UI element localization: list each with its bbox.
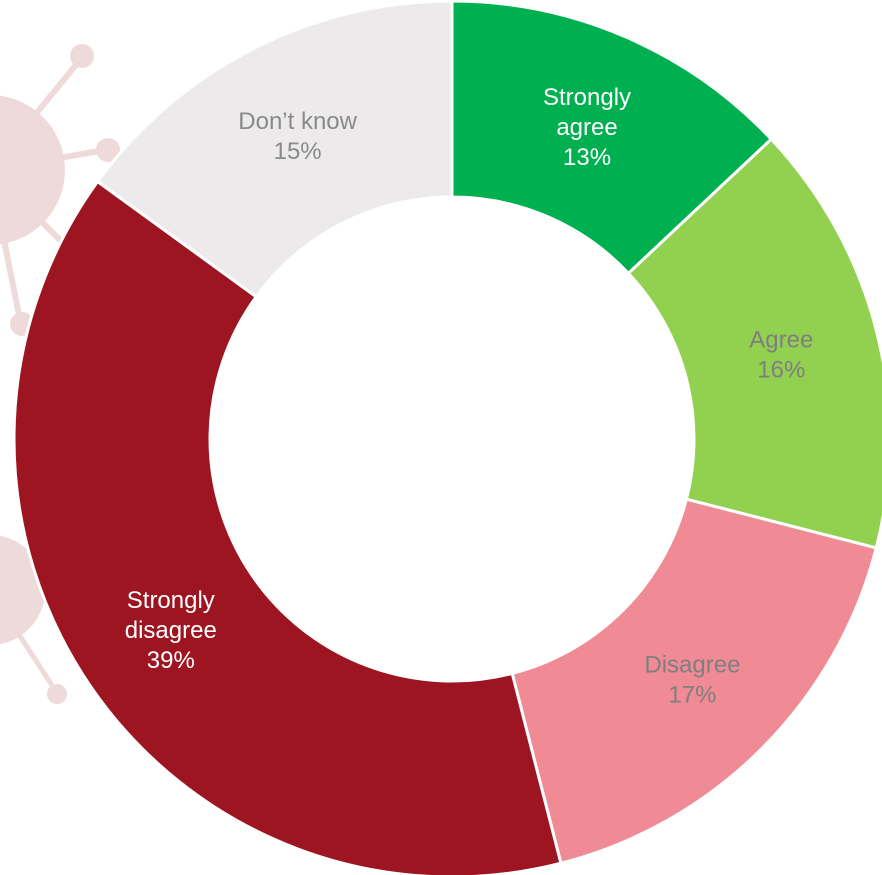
data-label-strongly-disagree: Strongly disagree 39% [125,587,217,674]
virus-icon [0,44,120,336]
slice-strongly-agree [450,0,774,276]
data-label-strongly-agree: Strongly agree 13% [543,84,631,171]
data-label-agree: Agree 16% [749,326,813,383]
slice-strongly-disagree [12,179,563,875]
data-label-don-t-know: Don’t know 15% [238,108,357,165]
data-label-disagree: Disagree 17% [644,651,740,708]
slice-disagree [510,497,879,866]
slice-don-t-know [95,0,454,299]
